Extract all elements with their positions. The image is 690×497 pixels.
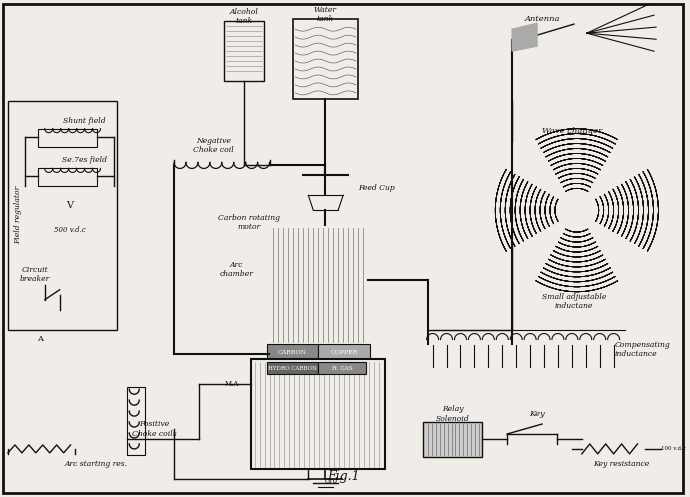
Circle shape <box>28 328 52 351</box>
Circle shape <box>471 366 477 372</box>
Text: Negative
Choke coil: Negative Choke coil <box>193 137 234 154</box>
Text: Antenna: Antenna <box>524 15 560 23</box>
Circle shape <box>218 370 246 398</box>
Bar <box>318 344 370 359</box>
Text: Positive
Choke coils: Positive Choke coils <box>132 420 177 437</box>
Circle shape <box>583 366 589 372</box>
Circle shape <box>553 443 561 451</box>
Bar <box>318 362 366 374</box>
Text: Small adjustable
inductane: Small adjustable inductane <box>542 293 606 310</box>
Bar <box>199 245 398 484</box>
Circle shape <box>485 366 491 372</box>
Circle shape <box>541 366 547 372</box>
Circle shape <box>457 366 464 372</box>
Bar <box>250 359 385 469</box>
Text: COPPER: COPPER <box>331 350 357 355</box>
Bar <box>268 225 368 344</box>
Text: 500 v.d.c: 500 v.d.c <box>54 226 86 234</box>
Circle shape <box>500 366 505 372</box>
Text: Field regulator: Field regulator <box>14 186 22 245</box>
Text: Relay
Solenoid: Relay Solenoid <box>435 406 469 422</box>
Text: HYDRO CARBON: HYDRO CARBON <box>268 366 317 371</box>
Polygon shape <box>512 23 537 51</box>
Circle shape <box>513 366 519 372</box>
Circle shape <box>503 443 511 451</box>
Text: Arc
chamber: Arc chamber <box>219 261 254 278</box>
Circle shape <box>52 187 88 223</box>
Bar <box>423 422 482 457</box>
Text: Wave changer: Wave changer <box>542 127 602 135</box>
Bar <box>266 362 318 374</box>
Text: Compensating
inductance: Compensating inductance <box>615 341 671 358</box>
Text: Feed Cup: Feed Cup <box>358 184 395 192</box>
Text: Key: Key <box>529 410 545 418</box>
Text: Shunt field: Shunt field <box>63 117 106 125</box>
Circle shape <box>569 366 575 372</box>
Bar <box>224 21 264 81</box>
Circle shape <box>430 366 435 372</box>
Text: Carbon rotating
motor: Carbon rotating motor <box>217 214 279 231</box>
Text: 100 v.d.c: 100 v.d.c <box>661 446 686 451</box>
Text: CARBON: CARBON <box>278 350 307 355</box>
Bar <box>38 168 97 186</box>
Text: Alcohol
tank: Alcohol tank <box>229 7 258 25</box>
Bar <box>8 101 117 330</box>
Text: M.A: M.A <box>224 380 239 388</box>
Bar <box>293 19 358 99</box>
Text: Fig.1: Fig.1 <box>327 470 359 483</box>
Bar <box>38 129 97 147</box>
Polygon shape <box>308 195 343 210</box>
Bar <box>266 344 318 359</box>
Text: Circuit
breaker: Circuit breaker <box>20 266 50 283</box>
Circle shape <box>555 366 561 372</box>
Text: Se.7es field: Se.7es field <box>62 157 107 165</box>
Circle shape <box>573 206 581 214</box>
Text: Arc starting res.: Arc starting res. <box>65 460 128 468</box>
Text: A: A <box>37 335 43 343</box>
Text: Water
tank: Water tank <box>314 5 337 23</box>
Text: H. GAS: H. GAS <box>332 366 353 371</box>
Bar <box>127 387 145 455</box>
Circle shape <box>444 366 449 372</box>
Text: Grd: Grd <box>325 477 339 485</box>
Circle shape <box>569 202 585 218</box>
Text: Key resistance: Key resistance <box>593 460 650 468</box>
Text: V: V <box>66 201 73 210</box>
Circle shape <box>597 366 602 372</box>
Circle shape <box>611 366 617 372</box>
Circle shape <box>527 366 533 372</box>
